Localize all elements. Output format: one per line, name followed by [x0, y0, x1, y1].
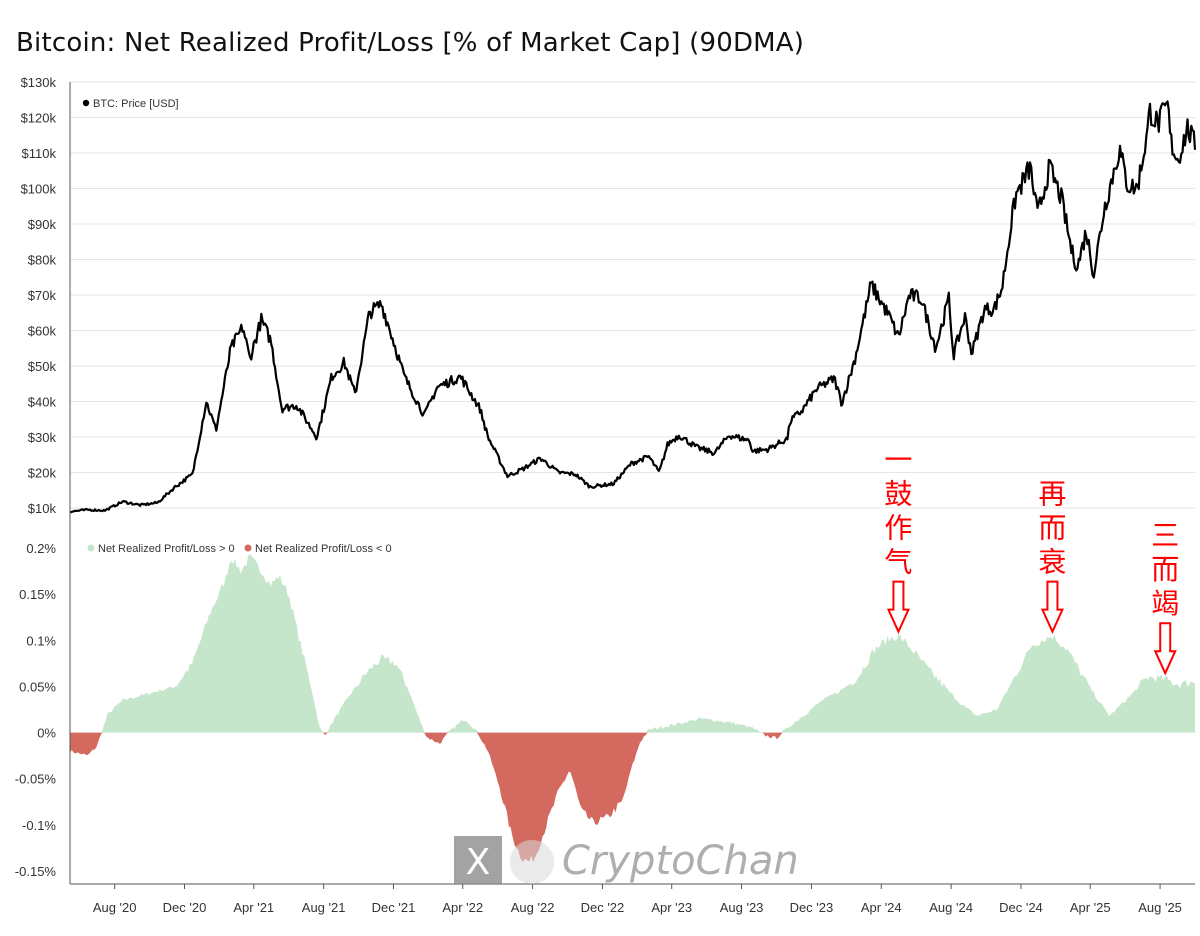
nrpl-negative-area — [70, 732, 1195, 863]
x-tick-label: Apr '25 — [1070, 900, 1111, 915]
annotation-label: 三而竭 — [1151, 519, 1179, 620]
annotation-label: 一鼓作气 — [884, 444, 912, 579]
x-tick-label: Apr '23 — [651, 900, 692, 915]
x-tick-label: Apr '21 — [233, 900, 274, 915]
nrpl-y-tick-label: 0.1% — [26, 633, 56, 648]
x-tick-label: Apr '24 — [861, 900, 902, 915]
x-axis-ticks: Aug '20 Dec '20 Apr '21 Aug '21 Dec '21 Apr '… — [93, 884, 1182, 915]
x-logo-icon: X — [466, 842, 491, 883]
x-tick-label: Dec '24 — [999, 900, 1043, 915]
price-line-layer — [69, 100, 1197, 514]
price-y-tick-label: $10k — [28, 501, 57, 516]
btc-price-line — [69, 100, 1197, 514]
x-logo-box — [454, 836, 502, 884]
axes — [69, 82, 1195, 885]
legend-price: BTC: Price [USD] — [82, 98, 179, 110]
x-tick-label: Aug '21 — [302, 900, 346, 915]
x-tick-label: Apr '22 — [442, 900, 483, 915]
watermark: X CryptoChan — [454, 836, 799, 884]
page-title: Bitcoin: Net Realized Profit/Loss [% of … — [16, 28, 805, 58]
price-y-tick-label: $100k — [21, 182, 57, 197]
nrpl-y-tick-label: -0.1% — [22, 818, 56, 833]
legend-price-marker — [82, 99, 90, 107]
legend-negative-label: Net Realized Profit/Loss < 0 — [255, 543, 392, 555]
annotation: 三而竭 — [1151, 519, 1179, 676]
annotation-arrow-icon — [1040, 580, 1064, 635]
legend-negative-marker — [244, 544, 252, 552]
watermark-avatar — [510, 840, 554, 884]
annotations: 一鼓作气 再而衰 三而竭 — [884, 444, 1179, 676]
annotation-arrow-icon — [1153, 622, 1177, 676]
annotation-label: 再而衰 — [1038, 478, 1066, 579]
nrpl-y-tick-label: 0.05% — [19, 679, 56, 694]
price-y-tick-label: $50k — [28, 359, 57, 374]
legend-positive-marker — [87, 544, 95, 552]
x-tick-label: Dec '20 — [163, 900, 207, 915]
x-tick-label: Aug '23 — [720, 900, 764, 915]
price-y-tick-label: $80k — [28, 253, 57, 268]
nrpl-y-tick-label: -0.15% — [15, 864, 57, 879]
x-tick-label: Dec '23 — [790, 900, 834, 915]
price-y-tick-label: $20k — [28, 466, 57, 481]
annotation-arrow-icon — [886, 580, 910, 635]
legend-positive-label: Net Realized Profit/Loss > 0 — [98, 543, 235, 555]
x-tick-label: Aug '22 — [511, 900, 555, 915]
x-tick-label: Aug '25 — [1138, 900, 1182, 915]
price-y-ticks: $10k $20k $30k $40k $50k $60k $70k $80k $90k $100… — [21, 75, 57, 516]
price-y-tick-label: $130k — [21, 75, 57, 90]
legend-nrpl: Net Realized Profit/Loss > 0 Net Realize… — [87, 543, 392, 555]
price-y-tick-label: $90k — [28, 217, 57, 232]
x-tick-label: Dec '21 — [372, 900, 416, 915]
price-y-tick-label: $30k — [28, 430, 57, 445]
price-y-tick-label: $110k — [22, 146, 57, 161]
nrpl-positive-area — [70, 554, 1195, 733]
x-tick-label: Aug '24 — [929, 900, 973, 915]
nrpl-y-tick-label: 0.15% — [19, 587, 56, 602]
x-tick-label: Dec '22 — [581, 900, 625, 915]
price-y-tick-label: $120k — [21, 111, 57, 126]
legend-price-label: BTC: Price [USD] — [93, 98, 179, 110]
nrpl-y-ticks: -0.15% -0.1% -0.05% 0% 0.05% 0.1% 0.15% 0.2% — [15, 541, 57, 879]
nrpl-y-tick-label: 0% — [37, 726, 56, 741]
nrpl-y-tick-label: 0.2% — [26, 541, 56, 556]
nrpl-y-tick-label: -0.05% — [15, 772, 57, 787]
price-y-tick-label: $40k — [28, 395, 57, 410]
nrpl-area-layer — [70, 554, 1195, 863]
price-y-tick-label: $60k — [28, 324, 57, 339]
annotation: 再而衰 — [1038, 478, 1066, 635]
annotation: 一鼓作气 — [884, 444, 912, 635]
watermark-text: CryptoChan — [562, 838, 799, 884]
price-y-tick-label: $70k — [28, 288, 57, 303]
grid-lines — [70, 81, 1195, 509]
x-tick-label: Aug '20 — [93, 900, 137, 915]
